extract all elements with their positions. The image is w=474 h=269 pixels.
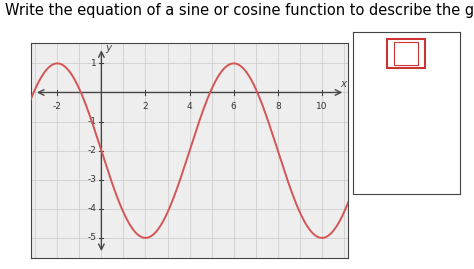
Text: 10: 10 <box>316 102 328 111</box>
Text: x: x <box>340 79 346 89</box>
Text: -3: -3 <box>88 175 97 184</box>
Text: 1: 1 <box>91 59 97 68</box>
Text: 8: 8 <box>275 102 281 111</box>
Text: 2: 2 <box>143 102 148 111</box>
Text: -4: -4 <box>88 204 97 213</box>
Text: Write the equation of a sine or cosine function to describe the graph.: Write the equation of a sine or cosine f… <box>5 3 474 18</box>
Bar <box>387 39 425 68</box>
Text: 4: 4 <box>187 102 192 111</box>
Text: 6: 6 <box>231 102 237 111</box>
Bar <box>393 42 418 65</box>
Text: y: y <box>105 43 111 53</box>
Text: -1: -1 <box>88 117 97 126</box>
Text: -5: -5 <box>88 233 97 242</box>
Text: -2: -2 <box>88 146 97 155</box>
Text: -2: -2 <box>53 102 62 111</box>
